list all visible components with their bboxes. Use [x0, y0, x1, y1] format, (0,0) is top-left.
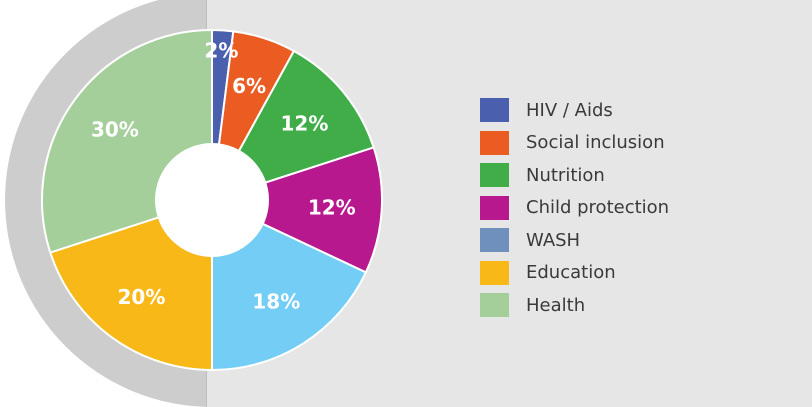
data-label-nutrition: 12%: [281, 112, 329, 136]
legend-swatch: [480, 98, 509, 123]
legend-item-education: Education: [480, 257, 800, 290]
pie-slices: [41, 28, 383, 372]
pie-slice-wash: [211, 198, 368, 372]
donut-hole: [155, 143, 269, 257]
legend-label: Child protection: [526, 197, 670, 219]
data-label-child-protection: 12%: [308, 196, 356, 220]
legend-swatch: [480, 293, 509, 318]
legend-swatch: [480, 195, 509, 220]
legend-item-health: Health: [480, 289, 800, 322]
legend-item-child-protection: Child protection: [480, 192, 800, 225]
data-label-hiv-aids: 2%: [204, 38, 238, 62]
legend-label: Social inclusion: [526, 132, 665, 154]
data-label-education: 20%: [118, 285, 166, 309]
chart-legend: HIV / Aids Social inclusion Nutrition Child…: [480, 94, 800, 322]
data-label-wash: 18%: [252, 289, 300, 313]
legend-swatch: [480, 130, 509, 155]
legend-swatch: [480, 163, 509, 188]
legend-item-wash: WASH: [480, 224, 800, 257]
legend-label: WASH: [526, 229, 581, 251]
legend-swatch: [480, 260, 509, 285]
pie-slice-education: [49, 198, 213, 372]
legend-label: Education: [526, 262, 616, 284]
legend-swatch: [480, 228, 509, 253]
legend-item-hiv-aids: HIV / Aids: [480, 94, 800, 127]
legend-item-social-inclusion: Social inclusion: [480, 127, 800, 160]
legend-item-nutrition: Nutrition: [480, 159, 800, 192]
slice-labels: 2% 6% 12% 12% 18% 20% 30%: [91, 38, 356, 313]
pie-slice-child-protection: [209, 146, 383, 274]
legend-label: Nutrition: [526, 164, 605, 186]
legend-label: Health: [526, 294, 586, 316]
data-label-health: 30%: [91, 117, 139, 141]
data-label-social-inclusion: 6%: [232, 74, 266, 98]
legend-label: HIV / Aids: [526, 99, 613, 121]
